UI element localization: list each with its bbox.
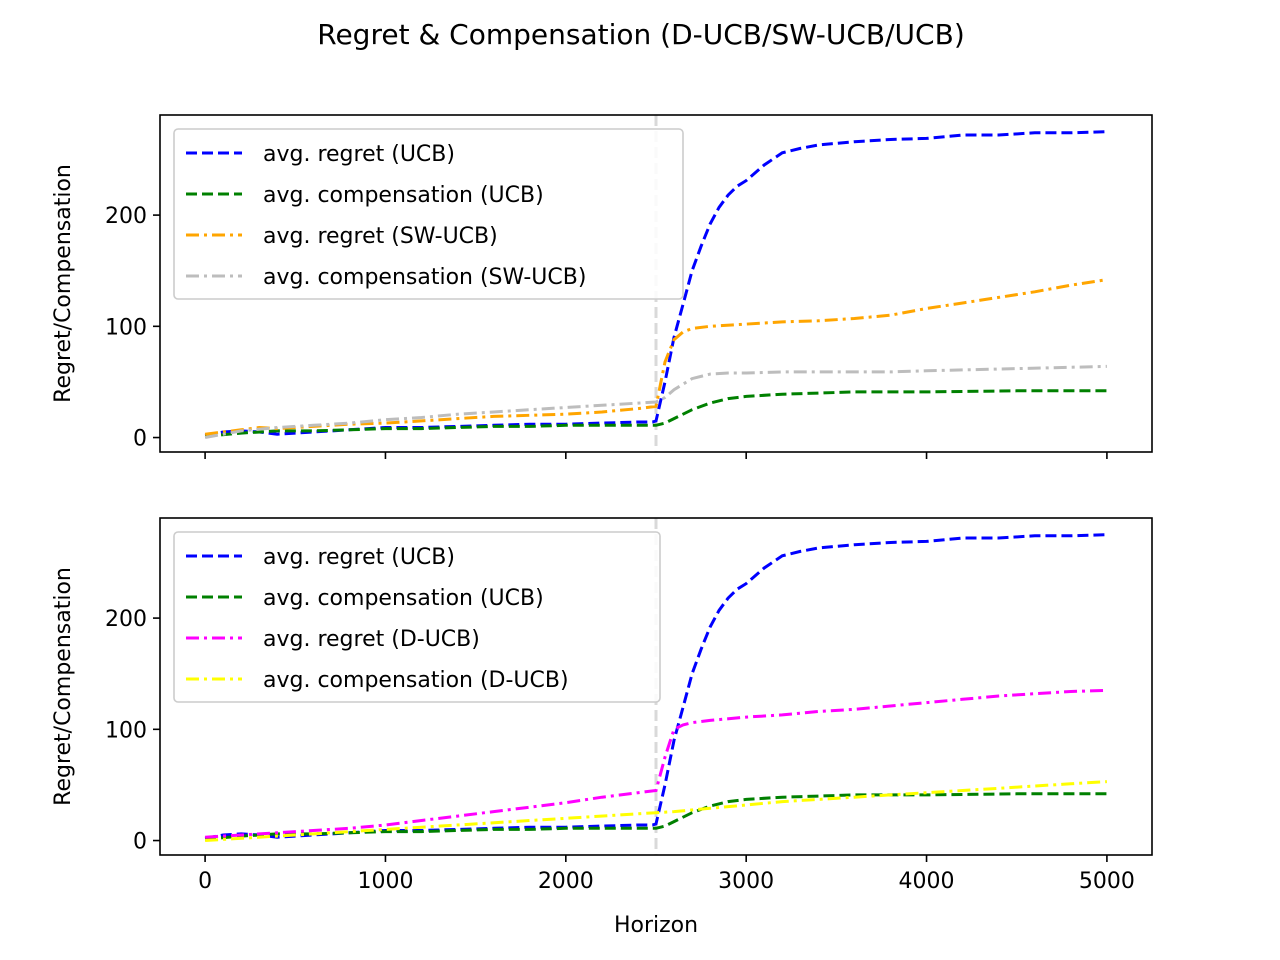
y-tick-label: 100	[105, 718, 147, 743]
subplot-2: 0 1000 2000 3000 4000 5000 0 100 200 Regret/Compe…	[51, 517, 1153, 938]
x-tick-label: 4000	[899, 869, 955, 894]
legend-label-1: avg. regret (UCB)	[263, 545, 455, 570]
series-line-1	[204, 533, 1107, 840]
legend: avg. regret (UCB) avg. compensation (UCB)…	[173, 128, 684, 300]
legend-label-3: avg. regret (D-UCB)	[263, 627, 480, 652]
legend: avg. regret (UCB) avg. compensation (UCB)…	[173, 531, 661, 703]
series-line-3	[204, 278, 1108, 436]
y-tick-label: 0	[133, 427, 147, 452]
legend-box	[173, 531, 661, 703]
series-line-4	[204, 364, 1107, 439]
x-tick-label: 1000	[357, 869, 413, 894]
legend-label-2: avg. compensation (UCB)	[263, 183, 544, 208]
y-tick-label: 200	[105, 607, 147, 632]
x-tick-label: 0	[198, 869, 212, 894]
y-axis-label: Regret/Compensation	[51, 567, 76, 806]
x-axis-label: Horizon	[614, 913, 698, 938]
y-tick-label: 200	[105, 204, 147, 229]
legend-label-4: avg. compensation (D-UCB)	[263, 668, 569, 693]
series-line-2	[204, 792, 1107, 841]
series-line-1	[204, 130, 1107, 437]
legend-label-2: avg. compensation (UCB)	[263, 586, 544, 611]
x-tick-label: 5000	[1079, 869, 1135, 894]
legend-label-1: avg. regret (UCB)	[263, 142, 455, 167]
subplot-1: 0 100 200 Regret/Compensation avg. regret (U…	[51, 114, 1153, 459]
axes-frame	[159, 114, 1153, 453]
y-tick-label: 0	[133, 830, 147, 855]
x-tick-label: 2000	[538, 869, 594, 894]
legend-label-4: avg. compensation (SW-UCB)	[263, 265, 586, 290]
legend-label-3: avg. regret (SW-UCB)	[263, 224, 498, 249]
axes-frame	[159, 517, 1153, 856]
x-tick-label: 3000	[718, 869, 774, 894]
series-line-2	[204, 389, 1107, 438]
y-tick-label: 100	[105, 315, 147, 340]
legend-box	[173, 128, 684, 300]
y-axis-label: Regret/Compensation	[51, 164, 76, 403]
figure-title: Regret & Compensation (D-UCB/SW-UCB/UCB)	[317, 18, 965, 51]
series-line-4	[205, 780, 1107, 842]
series-line-3	[205, 688, 1107, 839]
